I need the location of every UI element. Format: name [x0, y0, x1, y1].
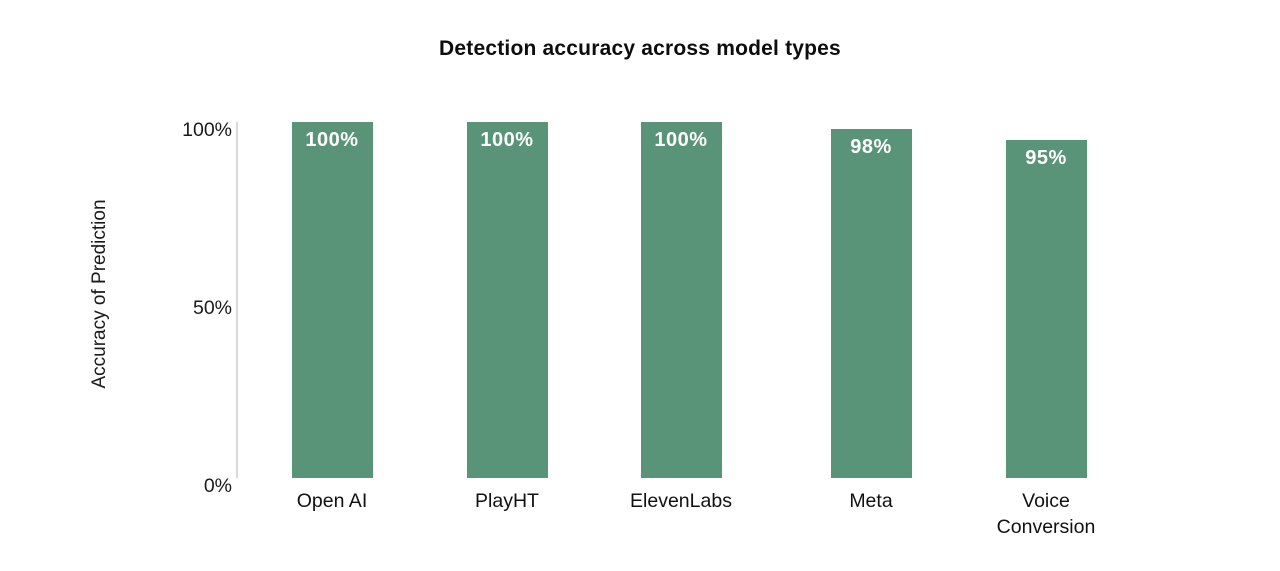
bar: 100%	[291, 122, 373, 478]
x-category-label: Meta	[849, 490, 893, 512]
y-axis-label: Accuracy of Prediction	[89, 199, 110, 389]
x-category-label: ElevenLabs	[630, 490, 732, 512]
x-category-label: Voice Conversion	[996, 490, 1096, 538]
bar-value-label: 95%	[1025, 146, 1067, 169]
y-tick-label: 100%	[182, 119, 232, 141]
y-axis-line	[236, 122, 238, 478]
bar-value-label: 100%	[654, 129, 708, 151]
bar: 100%	[466, 122, 548, 478]
bar: 95%	[1005, 139, 1087, 478]
bar-value-label: 100%	[480, 129, 534, 151]
y-tick-label: 50%	[192, 297, 232, 319]
y-tick-label: 0%	[203, 475, 232, 497]
bar-value-label: 98%	[850, 136, 892, 159]
bar: 98%	[830, 129, 912, 478]
bar-value-label: 100%	[305, 129, 359, 151]
x-category-label: PlayHT	[475, 490, 539, 512]
chart-title: Detection accuracy across model types	[439, 37, 841, 60]
x-category-label: Open AI	[296, 490, 368, 512]
bar: 100%	[640, 122, 722, 478]
